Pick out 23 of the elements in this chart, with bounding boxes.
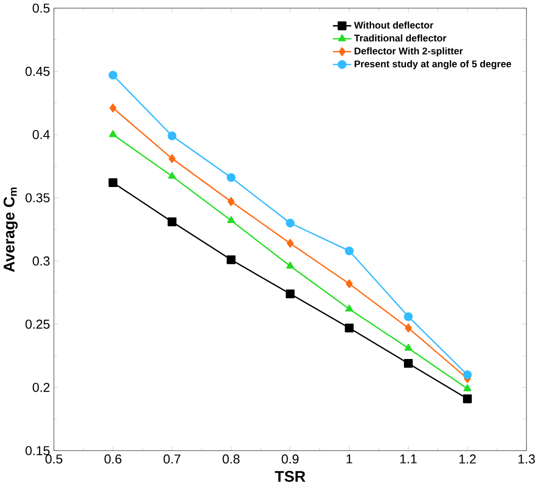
x-tick-label: 0.8	[222, 454, 240, 464]
x-tick-label: 1.1	[400, 454, 417, 464]
y-tick-label: 0.3	[32, 256, 50, 266]
legend-label: Deflector With 2-splitter	[354, 47, 463, 56]
x-axis-title: TSR	[274, 470, 306, 482]
x-tick-label: 1.2	[459, 454, 476, 464]
y-tick-label: 0.5	[32, 3, 50, 12]
y-tick-label: 0.2	[32, 382, 50, 392]
x-tick-label: 0.9	[282, 454, 299, 464]
y-tick-label: 0.15	[26, 446, 50, 455]
legend-label: Present study at angle of 5 degree	[354, 60, 512, 70]
legend-label: Traditional deflector	[354, 34, 446, 42]
x-tick-label: 0.5	[45, 454, 62, 464]
x-tick-label: 0.7	[164, 454, 180, 464]
x-tick-label: 1.3	[518, 454, 535, 464]
y-tick-label: 0.25	[26, 319, 50, 329]
x-tick-label: 0.6	[104, 454, 122, 464]
y-tick-label: 0.35	[26, 193, 50, 202]
legend-label: Without deflector	[354, 21, 434, 28]
y-tick-label: 0.4	[32, 130, 50, 139]
y-tick-label: 0.45	[26, 66, 50, 76]
y-axis-title: Average C$_{m}$	[4, 187, 18, 272]
x-tick-label: 1	[346, 454, 352, 464]
